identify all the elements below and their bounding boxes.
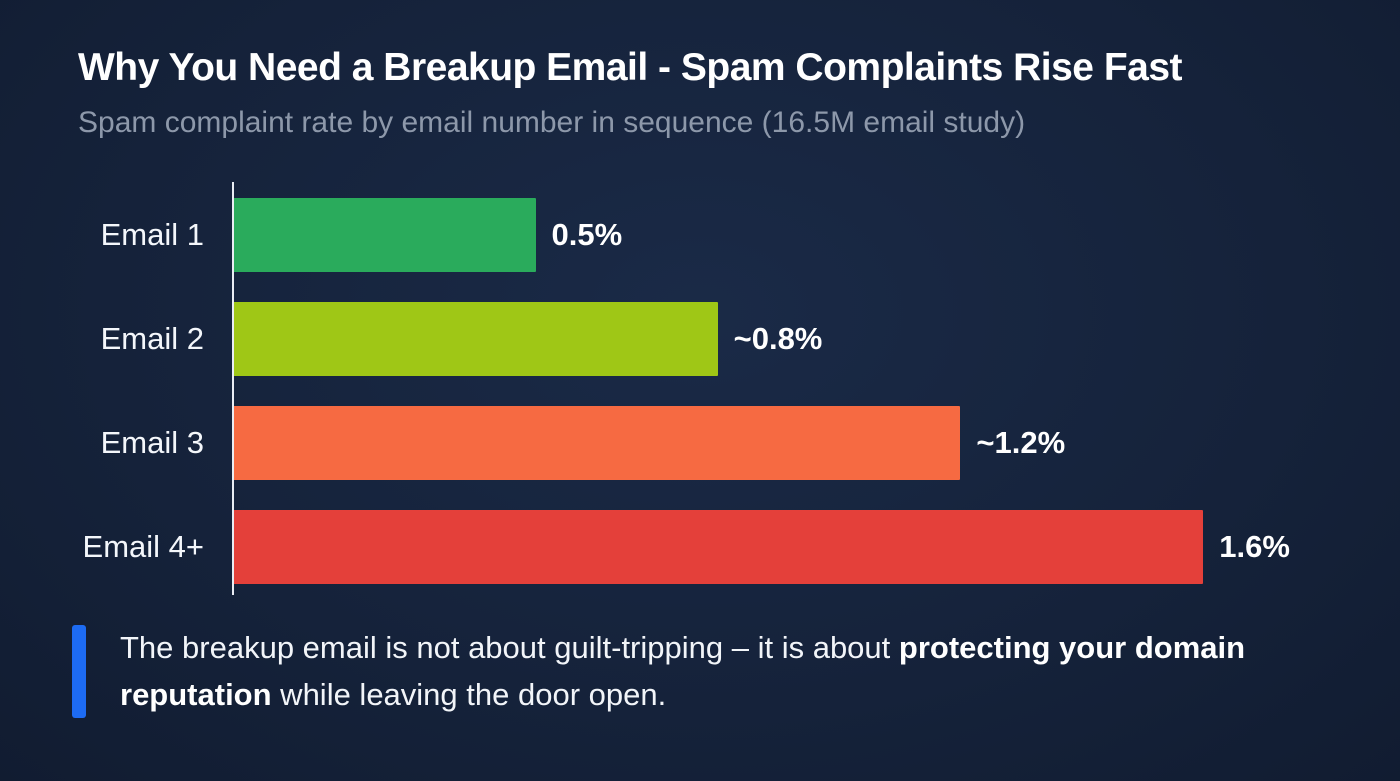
bar-value-label: 0.5% — [551, 217, 623, 252]
bar — [232, 198, 536, 272]
bar-area: ~1.2% — [232, 406, 1355, 480]
note-text-before: The breakup email is not about guilt-tri… — [120, 630, 899, 665]
bar-row: Email 4+ 1.6% — [72, 510, 1355, 584]
note-text: The breakup email is not about guilt-tri… — [120, 625, 1310, 718]
bar-chart: Email 1 0.5% Email 2 ~0.8% Email 3 ~1.2%… — [72, 182, 1355, 595]
bar — [232, 406, 961, 480]
bar-row: Email 2 ~0.8% — [72, 302, 1355, 376]
bar-value-label: ~0.8% — [733, 321, 823, 356]
bar-area: ~0.8% — [232, 302, 1355, 376]
bar-label: Email 1 — [100, 217, 204, 252]
page-title: Why You Need a Breakup Email - Spam Comp… — [78, 46, 1183, 89]
chart-header: Why You Need a Breakup Email - Spam Comp… — [0, 0, 1400, 140]
bar — [232, 510, 1204, 584]
bar-value-label: 1.6% — [1219, 529, 1290, 564]
bar-row: Email 1 0.5% — [72, 198, 1355, 272]
note-accent-bar — [72, 625, 86, 718]
note-text-bold: protecting your domain reputation — [120, 630, 1246, 712]
bar-label: Email 4+ — [82, 529, 204, 564]
bar-label: Email 3 — [100, 425, 204, 460]
bar-label: Email 2 — [100, 321, 204, 356]
plot-rows: Email 1 0.5% Email 2 ~0.8% Email 3 ~1.2%… — [72, 198, 1355, 584]
bar-row: Email 3 ~1.2% — [72, 406, 1355, 480]
bar-area: 0.5% — [232, 198, 1355, 272]
note-text-after: while leaving the door open. — [271, 676, 667, 712]
chart-subtitle: Spam complaint rate by email number in s… — [78, 106, 1026, 139]
callout-note: The breakup email is not about guilt-tri… — [72, 625, 1340, 718]
y-axis-line — [232, 182, 234, 595]
bar-area: 1.6% — [232, 510, 1355, 584]
bar — [232, 302, 718, 376]
bar-value-label: ~1.2% — [976, 425, 1066, 460]
